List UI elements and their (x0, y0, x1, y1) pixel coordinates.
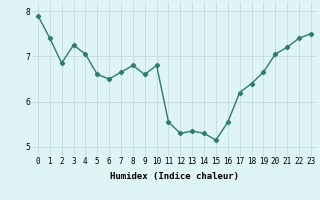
X-axis label: Humidex (Indice chaleur): Humidex (Indice chaleur) (110, 172, 239, 181)
